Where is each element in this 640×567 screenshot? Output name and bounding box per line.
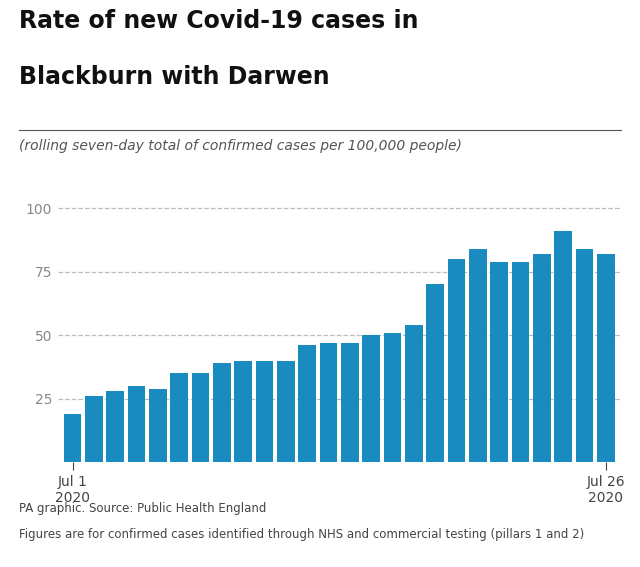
Bar: [256, 361, 273, 462]
Bar: [64, 414, 81, 462]
Bar: [576, 249, 593, 462]
Bar: [384, 333, 401, 462]
Text: PA graphic. Source: Public Health England: PA graphic. Source: Public Health Englan…: [19, 502, 267, 515]
Bar: [298, 345, 316, 462]
Bar: [85, 396, 102, 462]
Bar: [170, 373, 188, 462]
Bar: [512, 261, 529, 462]
Bar: [490, 261, 508, 462]
Bar: [448, 259, 465, 462]
Bar: [320, 343, 337, 462]
Bar: [405, 325, 422, 462]
Bar: [597, 254, 614, 462]
Bar: [426, 285, 444, 462]
Text: Blackburn with Darwen: Blackburn with Darwen: [19, 65, 330, 89]
Text: Figures are for confirmed cases identified through NHS and commercial testing (p: Figures are for confirmed cases identifi…: [19, 528, 584, 541]
Bar: [128, 386, 145, 462]
Text: Rate of new Covid-19 cases in: Rate of new Covid-19 cases in: [19, 9, 419, 32]
Bar: [277, 361, 294, 462]
Bar: [149, 388, 166, 462]
Text: (rolling seven-day total of confirmed cases per 100,000 people): (rolling seven-day total of confirmed ca…: [19, 139, 462, 153]
Bar: [533, 254, 550, 462]
Bar: [362, 335, 380, 462]
Bar: [469, 249, 486, 462]
Bar: [106, 391, 124, 462]
Bar: [341, 343, 358, 462]
Bar: [554, 231, 572, 462]
Bar: [192, 373, 209, 462]
Bar: [213, 363, 230, 462]
Bar: [234, 361, 252, 462]
